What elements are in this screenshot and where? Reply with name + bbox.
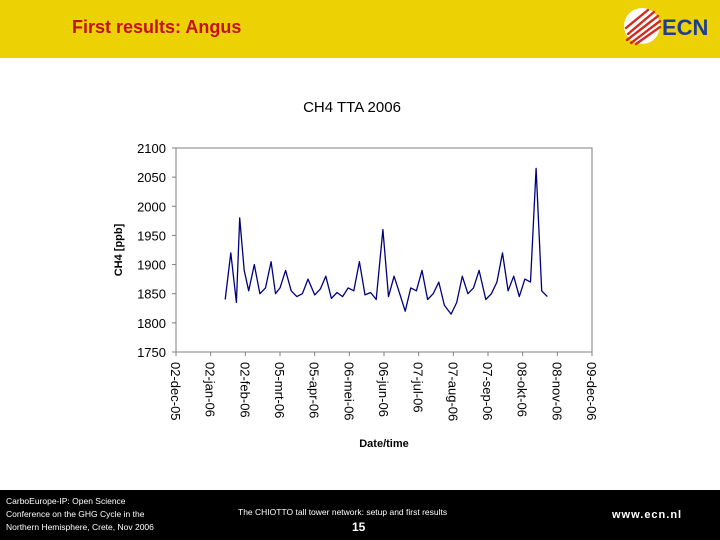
y-tick-label: 2000 xyxy=(137,199,166,214)
x-tick-label: 07-jul-06 xyxy=(411,362,426,413)
footer-conference-line: CarboEurope-IP: Open Science xyxy=(6,496,126,506)
chart: CH4 TTA 2006 1750 1800 1850 1900 1950 2000 205… xyxy=(113,99,599,450)
header-bar: First results: Angus ECN xyxy=(0,0,720,58)
y-tick-label: 1750 xyxy=(137,345,166,360)
y-tick-label: 2050 xyxy=(137,170,166,185)
y-axis-label: CH4 [ppb] xyxy=(113,223,125,276)
x-tick-label: 06-mei-06 xyxy=(341,362,356,421)
y-tick-label: 1800 xyxy=(137,316,166,331)
y-tick-label: 2100 xyxy=(137,141,166,156)
ecn-logo: ECN xyxy=(624,8,708,46)
y-tick-label: 1900 xyxy=(137,258,166,273)
footer-bar: CarboEurope-IP: Open Science Conference … xyxy=(0,490,720,540)
logo-mark-icon xyxy=(624,8,662,46)
x-tick-label: 02-dec-05 xyxy=(168,362,183,421)
x-tick-label: 02-feb-06 xyxy=(237,362,252,418)
ch4-series-line xyxy=(224,167,548,315)
x-tick-label: 07-sep-06 xyxy=(480,362,495,421)
footer-presentation-title: The CHIOTTO tall tower network: setup an… xyxy=(238,507,448,517)
chart-title: CH4 TTA 2006 xyxy=(303,99,401,116)
x-tick-label: 09-dec-06 xyxy=(584,362,599,421)
x-tick-label: 08-nov-06 xyxy=(549,362,564,421)
x-axis-label: Date/time xyxy=(359,438,409,450)
y-axis-ticks: 1750 1800 1850 1900 1950 2000 2050 2100 xyxy=(137,141,176,360)
footer-conference: CarboEurope-IP: Open Science Conference … xyxy=(6,495,206,534)
x-tick-label: 06-jun-06 xyxy=(376,362,391,417)
slide-title: First results: Angus xyxy=(72,17,242,37)
footer-conference-line: Conference on the GHG Cycle in the xyxy=(6,509,145,519)
footer-url[interactable]: www.ecn.nl xyxy=(612,509,683,521)
footer-conference-line: Northern Hemisphere, Crete, Nov 2006 xyxy=(6,522,154,532)
x-tick-label: 07-aug-06 xyxy=(445,362,460,421)
x-axis-ticks: 02-dec-05 02-jan-06 02-feb-06 05-mrt-06 05-a… xyxy=(168,352,599,421)
y-tick-label: 1950 xyxy=(137,228,166,243)
x-tick-label: 05-apr-06 xyxy=(307,362,322,418)
x-tick-label: 02-jan-06 xyxy=(203,362,218,417)
y-tick-label: 1850 xyxy=(137,287,166,302)
page-number: 15 xyxy=(352,520,366,534)
x-tick-label: 05-mrt-06 xyxy=(272,362,287,418)
logo-text: ECN xyxy=(662,15,708,40)
x-tick-label: 08-okt-06 xyxy=(515,362,530,417)
